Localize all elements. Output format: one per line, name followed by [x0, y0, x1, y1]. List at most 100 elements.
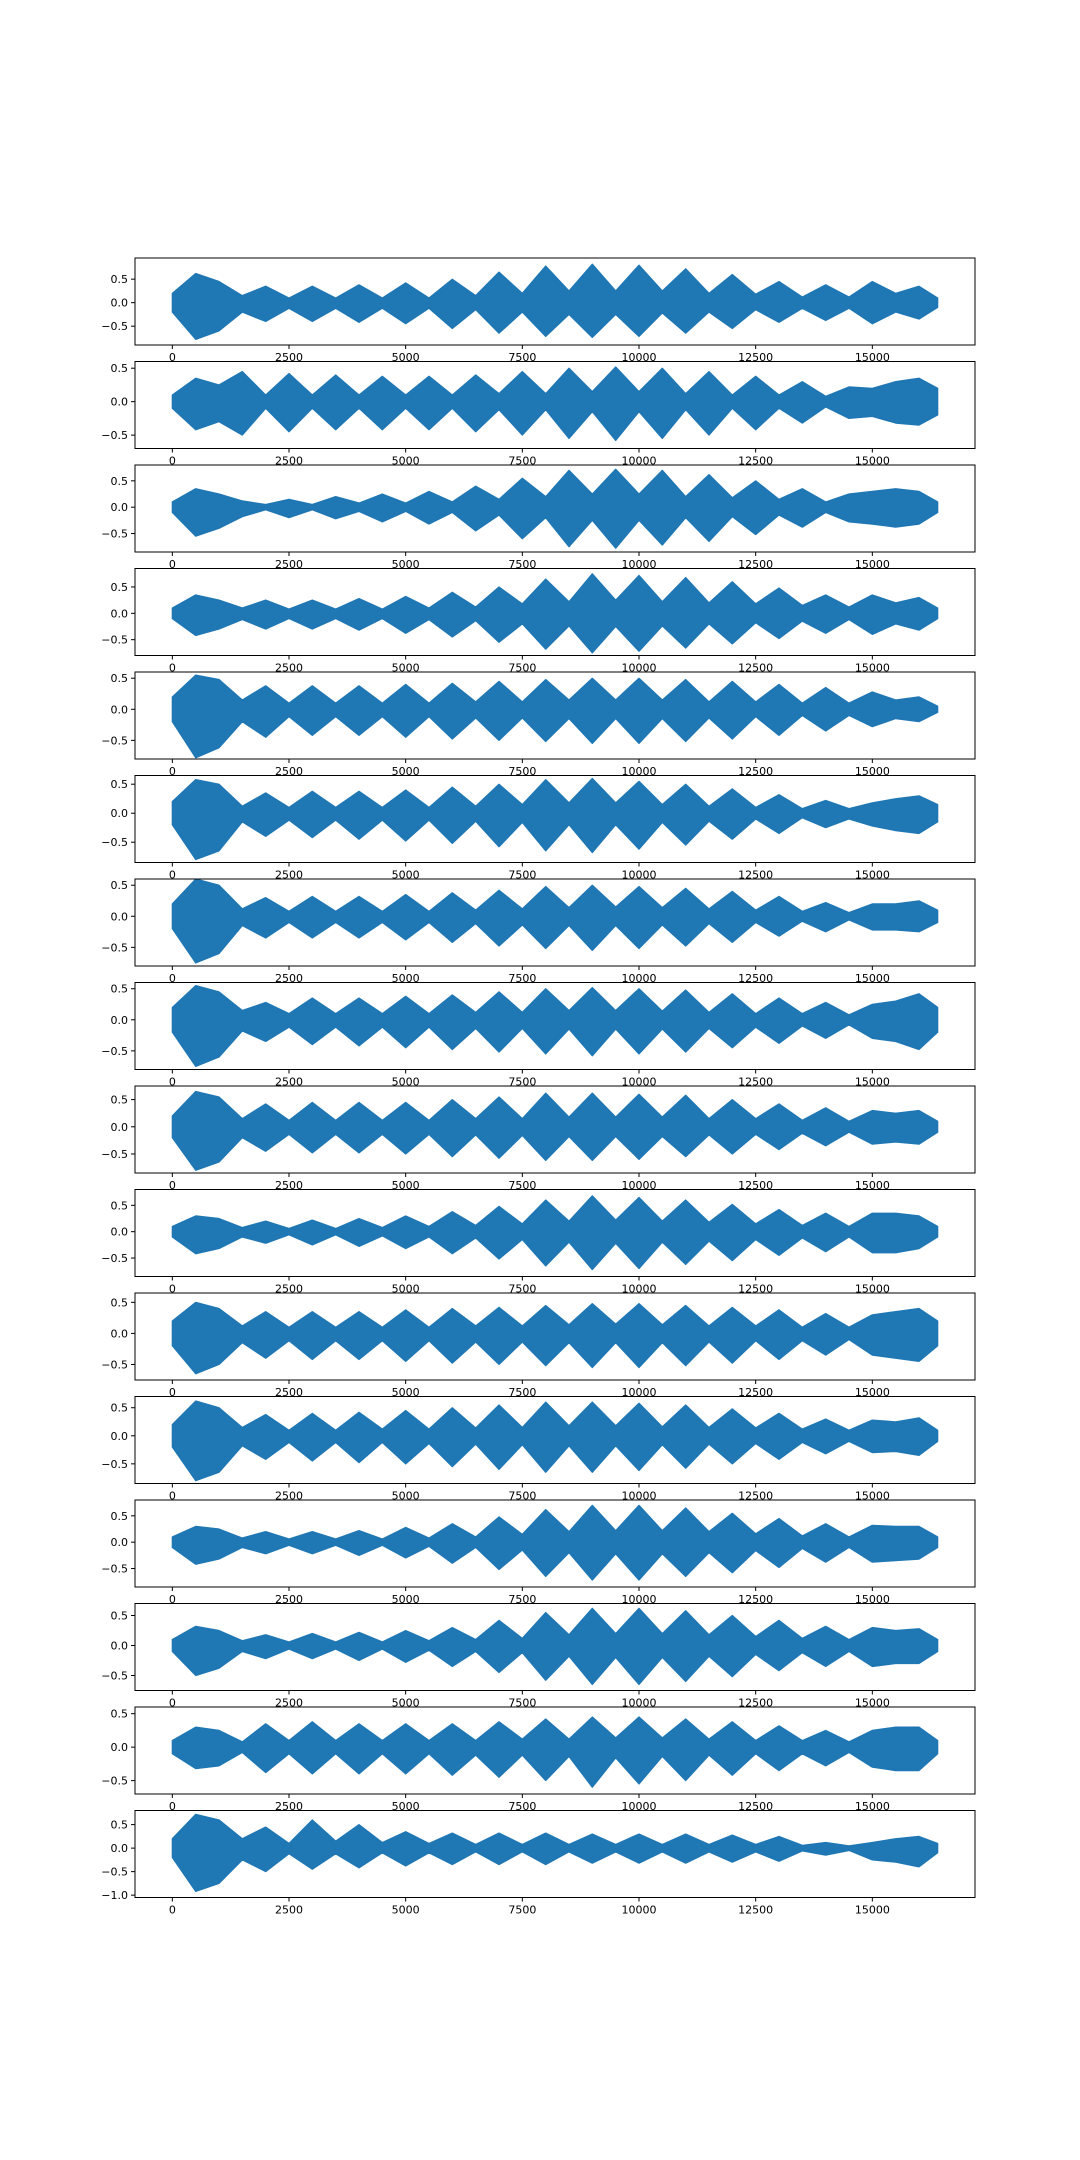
x-tick-label: 10000	[622, 1076, 657, 1089]
axes-frame	[134, 1292, 976, 1381]
x-tick-label: 10000	[622, 972, 657, 985]
y-tick-label: 0.5	[111, 1296, 129, 1309]
x-tick-label: 15000	[855, 972, 890, 985]
waveform-series	[171, 1301, 939, 1375]
waveform-series	[171, 468, 939, 549]
y-tick-label: −0.5	[101, 1775, 128, 1788]
x-tick-label: 10000	[622, 1697, 657, 1710]
y-tick-label: 0.5	[111, 983, 129, 996]
x-tick-label: 15000	[855, 1490, 890, 1503]
x-tick-label: 12500	[738, 1283, 773, 1296]
x-tick-label: 0	[169, 1904, 176, 1917]
y-tick-label: 0.0	[111, 1536, 129, 1549]
x-tick-label: 7500	[508, 765, 536, 778]
y-tick-label: 0.0	[111, 297, 129, 310]
waveform-series	[171, 777, 939, 861]
axes-frame	[134, 1396, 976, 1484]
panel-11: 0.5 0.0 −0.5 0 2500 5000 7500 10000 12500 15000	[101, 1292, 976, 1399]
x-tick-label: 0	[169, 662, 176, 675]
x-tick-label: 7500	[508, 1593, 536, 1606]
x-tick-label: 5000	[392, 351, 420, 364]
x-tick-label: 2500	[275, 1904, 303, 1917]
x-tick-label: 10000	[622, 1593, 657, 1606]
y-tick-label: 0.0	[111, 807, 129, 820]
y-tick-label: −0.5	[101, 429, 128, 442]
panel-13: 0.5 0.0 −0.5 0 2500 5000 7500 10000 12500 15000	[101, 1499, 976, 1606]
y-tick-label: 0.5	[111, 273, 129, 286]
waveform-series	[171, 674, 939, 759]
y-tick-label: −0.5	[101, 1563, 128, 1576]
x-tick-label: 0	[169, 1800, 176, 1813]
x-tick-label: 5000	[392, 1179, 420, 1192]
waveform-series	[171, 1400, 939, 1482]
x-tick-label: 10000	[622, 455, 657, 468]
axes-frame	[134, 671, 976, 760]
x-tick-label: 15000	[855, 1904, 890, 1917]
panel-6: 0.5 0.0 −0.5 0 2500 5000 7500 10000 12500 15000	[101, 775, 976, 882]
y-tick-label: 0.0	[111, 910, 129, 923]
y-tick-label: 0.0	[111, 501, 129, 514]
x-tick-label: 7500	[508, 1490, 536, 1503]
x-tick-label: 7500	[508, 1800, 536, 1813]
axes-frame	[134, 1810, 976, 1898]
y-tick-label: −0.5	[101, 1358, 128, 1371]
x-tick-label: 15000	[855, 351, 890, 364]
axes-frame	[134, 361, 976, 449]
axes-frame	[134, 982, 976, 1070]
waveform-series	[171, 1504, 939, 1581]
y-tick-label: 0.5	[111, 1819, 129, 1832]
x-tick-label: 12500	[738, 1593, 773, 1606]
x-tick-label: 5000	[392, 1283, 420, 1296]
x-tick-label: 12500	[738, 1904, 773, 1917]
x-tick-label: 15000	[855, 1179, 890, 1192]
x-tick-label: 2500	[275, 351, 303, 364]
y-tick-label: 0.5	[111, 778, 129, 791]
y-tick-label: 0.0	[111, 1430, 129, 1443]
x-tick-label: 10000	[622, 1490, 657, 1503]
waveform-series	[171, 263, 939, 340]
panel-16: 0.5 0.0 −0.5 −1.0 0 2500 5000 7500 10000 12500 150…	[101, 1810, 976, 1917]
x-tick-label: 0	[169, 1386, 176, 1399]
x-tick-label: 7500	[508, 351, 536, 364]
axes-frame	[134, 464, 976, 553]
y-tick-label: −0.5	[101, 1148, 128, 1161]
x-tick-label: 0	[169, 1179, 176, 1192]
x-tick-label: 5000	[392, 1697, 420, 1710]
y-tick-label: 0.5	[111, 1402, 129, 1415]
y-tick-label: 0.0	[111, 1121, 129, 1134]
x-tick-label: 12500	[738, 558, 773, 571]
y-tick-label: −0.5	[101, 1670, 128, 1683]
x-tick-label: 10000	[622, 1904, 657, 1917]
x-tick-label: 15000	[855, 1593, 890, 1606]
x-tick-label: 12500	[738, 1386, 773, 1399]
x-tick-label: 12500	[738, 972, 773, 985]
y-tick-label: 0.5	[111, 362, 129, 375]
x-tick-label: 7500	[508, 1179, 536, 1192]
panel-2: 0.5 0.0 −0.5 0 2500 5000 7500 10000 12500 15000	[101, 361, 976, 468]
y-tick-label: 0.5	[111, 475, 129, 488]
x-tick-label: 2500	[275, 1179, 303, 1192]
panel-10: 0.5 0.0 −0.5 0 2500 5000 7500 10000 12500 15000	[101, 1189, 976, 1296]
x-tick-label: 2500	[275, 662, 303, 675]
x-tick-label: 15000	[855, 869, 890, 882]
x-tick-label: 0	[169, 869, 176, 882]
y-tick-label: −0.5	[101, 734, 128, 747]
x-tick-label: 0	[169, 455, 176, 468]
axes-frame	[134, 1499, 976, 1588]
x-tick-label: 7500	[508, 455, 536, 468]
x-tick-label: 12500	[738, 351, 773, 364]
x-tick-label: 2500	[275, 1283, 303, 1296]
waveform-series	[171, 1607, 939, 1686]
y-tick-label: 0.5	[111, 581, 129, 594]
x-tick-label: 10000	[622, 558, 657, 571]
x-tick-label: 5000	[392, 558, 420, 571]
x-tick-label: 15000	[855, 558, 890, 571]
x-tick-label: 12500	[738, 1697, 773, 1710]
axes-frame	[134, 1189, 976, 1277]
y-tick-label: 0.0	[111, 607, 129, 620]
y-tick-label: −0.5	[101, 1458, 128, 1471]
x-tick-label: 7500	[508, 972, 536, 985]
axes-frame	[134, 1603, 976, 1691]
y-tick-label: −0.5	[101, 1866, 128, 1879]
x-tick-label: 15000	[855, 1386, 890, 1399]
